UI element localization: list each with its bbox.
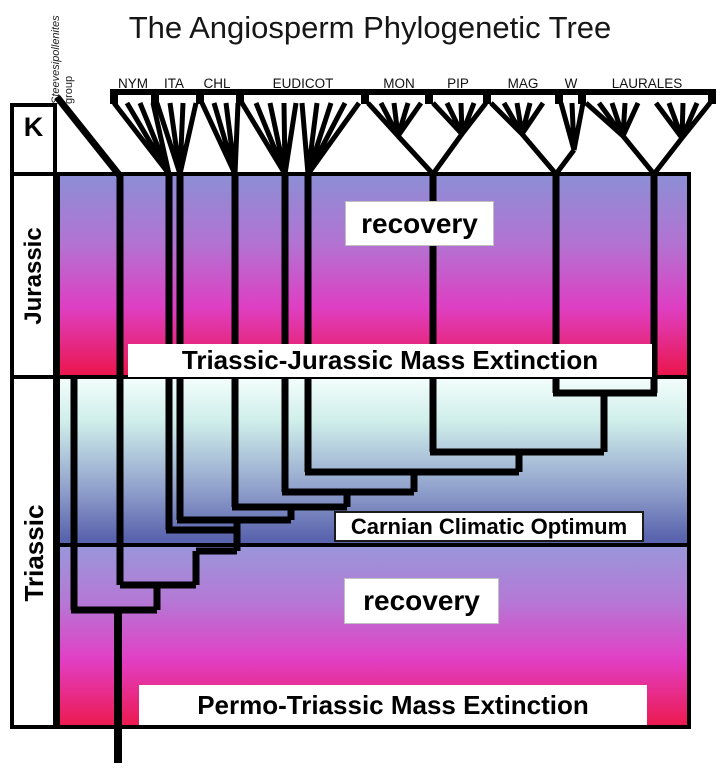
period-box-jurassic bbox=[10, 172, 57, 379]
pt-extinction-banner: Permo-Triassic Mass Extinction bbox=[139, 685, 647, 725]
clade-label-pip: PIP bbox=[447, 76, 469, 91]
jurassic-recovery-label: recovery bbox=[345, 201, 494, 246]
triassic-recovery-label: recovery bbox=[344, 578, 499, 624]
period-box-triassic bbox=[10, 375, 57, 729]
period-label-jurassic: Jurassic bbox=[20, 227, 47, 325]
clade-label-nym: NYM bbox=[118, 76, 148, 91]
figure-title: The Angiosperm Phylogenetic Tree bbox=[128, 10, 612, 45]
clade-label-chl: CHL bbox=[203, 76, 231, 91]
clade-label-laurales: LAURALES bbox=[611, 76, 683, 91]
clade-bracket-bar bbox=[110, 89, 716, 104]
clade-label-mon: MON bbox=[383, 76, 415, 91]
steevesipollenites-branch bbox=[54, 94, 123, 179]
stem-group-suffix: group bbox=[63, 75, 75, 104]
tj-extinction-banner: Triassic-Jurassic Mass Extinction bbox=[128, 344, 652, 377]
stem-group-name: Steevesipollenites bbox=[50, 15, 62, 104]
clade-label-eudicot: EUDICOT bbox=[272, 76, 334, 91]
clade-label-w: W bbox=[564, 76, 578, 91]
period-label-triassic: Triassic bbox=[19, 504, 49, 602]
stem-group-label: Steevesipollenites group bbox=[50, 0, 80, 104]
crown-fans bbox=[54, 94, 712, 179]
clade-label-ita: ITA bbox=[164, 76, 184, 91]
clade-label-mag: MAG bbox=[507, 76, 539, 91]
carnian-optimum-label: Carnian Climatic Optimum bbox=[334, 511, 644, 542]
period-label-cretaceous: K bbox=[23, 112, 44, 142]
